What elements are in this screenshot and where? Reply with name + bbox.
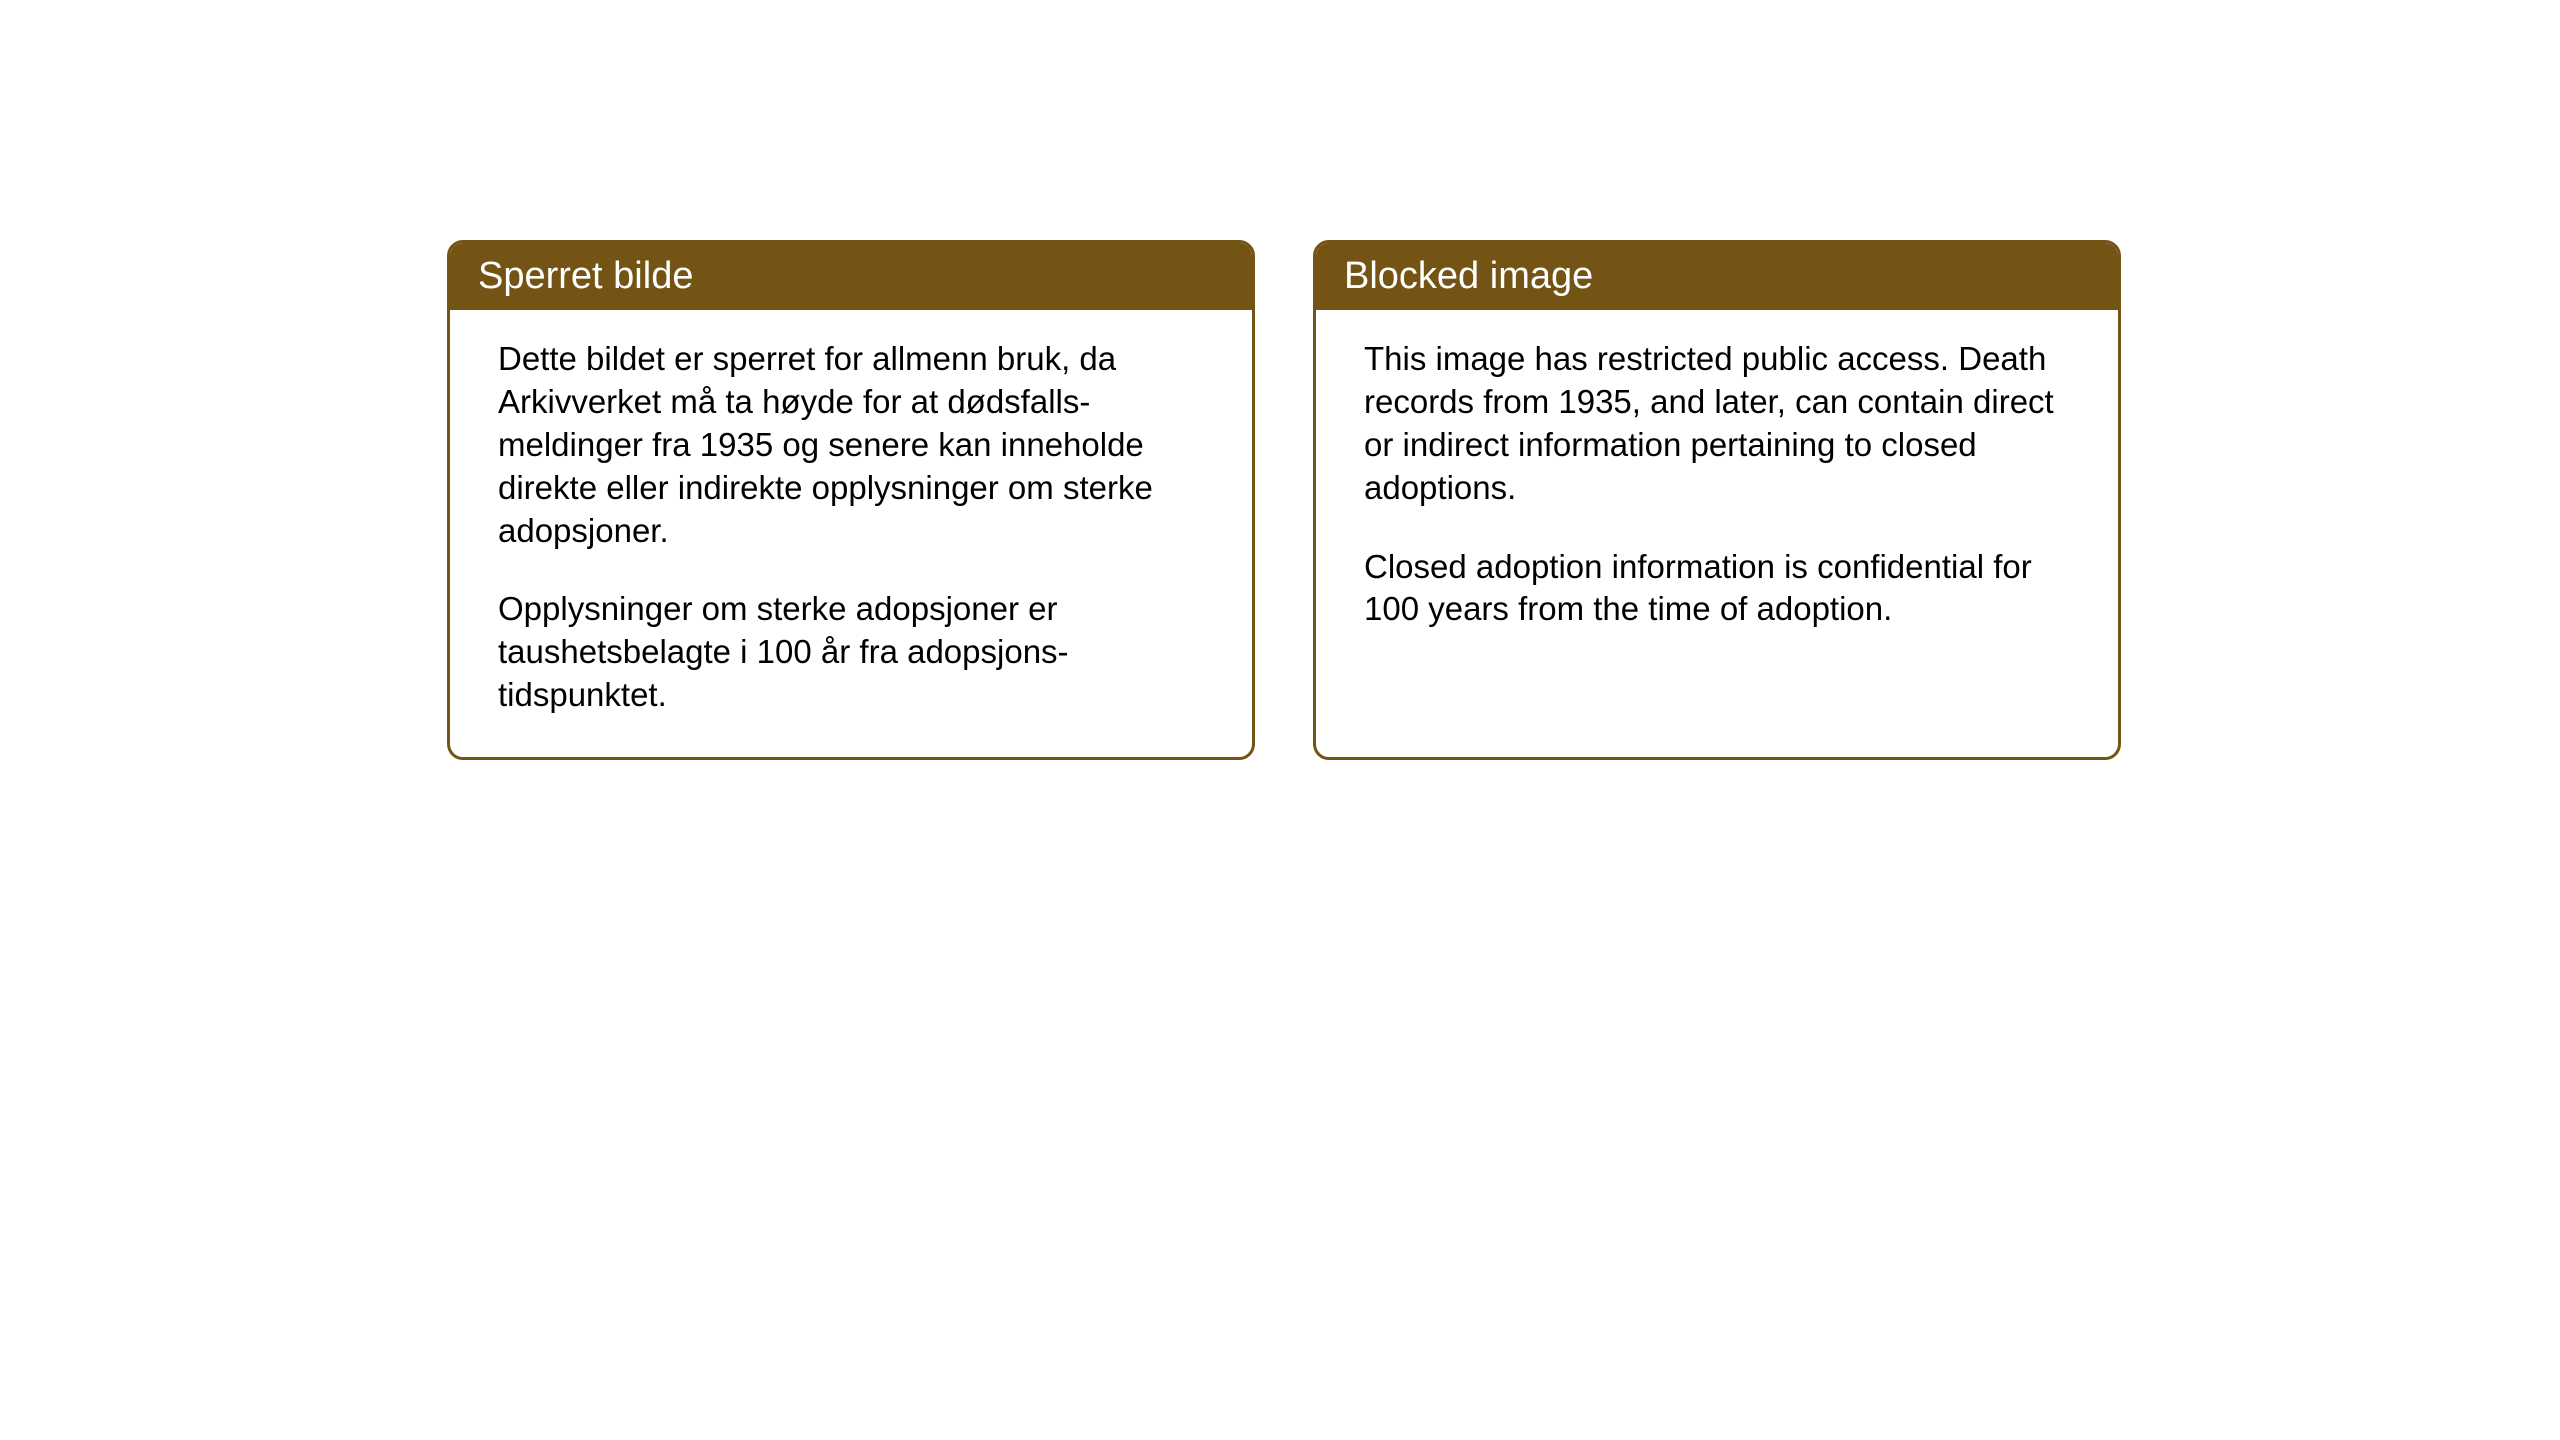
notice-box-english: Blocked image This image has restricted … [1313,240,2121,760]
notice-header-english: Blocked image [1316,243,2118,310]
notice-title-english: Blocked image [1344,255,1593,297]
notice-body-norwegian: Dette bildet er sperret for allmenn bruk… [450,310,1252,757]
notice-paragraph-2-norwegian: Opplysninger om sterke adopsjoner er tau… [498,588,1204,717]
notice-container: Sperret bilde Dette bildet er sperret fo… [447,240,2121,760]
notice-header-norwegian: Sperret bilde [450,243,1252,310]
notice-title-norwegian: Sperret bilde [478,255,693,297]
notice-paragraph-2-english: Closed adoption information is confident… [1364,546,2070,632]
notice-body-english: This image has restricted public access.… [1316,310,2118,748]
notice-paragraph-1-english: This image has restricted public access.… [1364,338,2070,510]
notice-box-norwegian: Sperret bilde Dette bildet er sperret fo… [447,240,1255,760]
notice-paragraph-1-norwegian: Dette bildet er sperret for allmenn bruk… [498,338,1204,552]
